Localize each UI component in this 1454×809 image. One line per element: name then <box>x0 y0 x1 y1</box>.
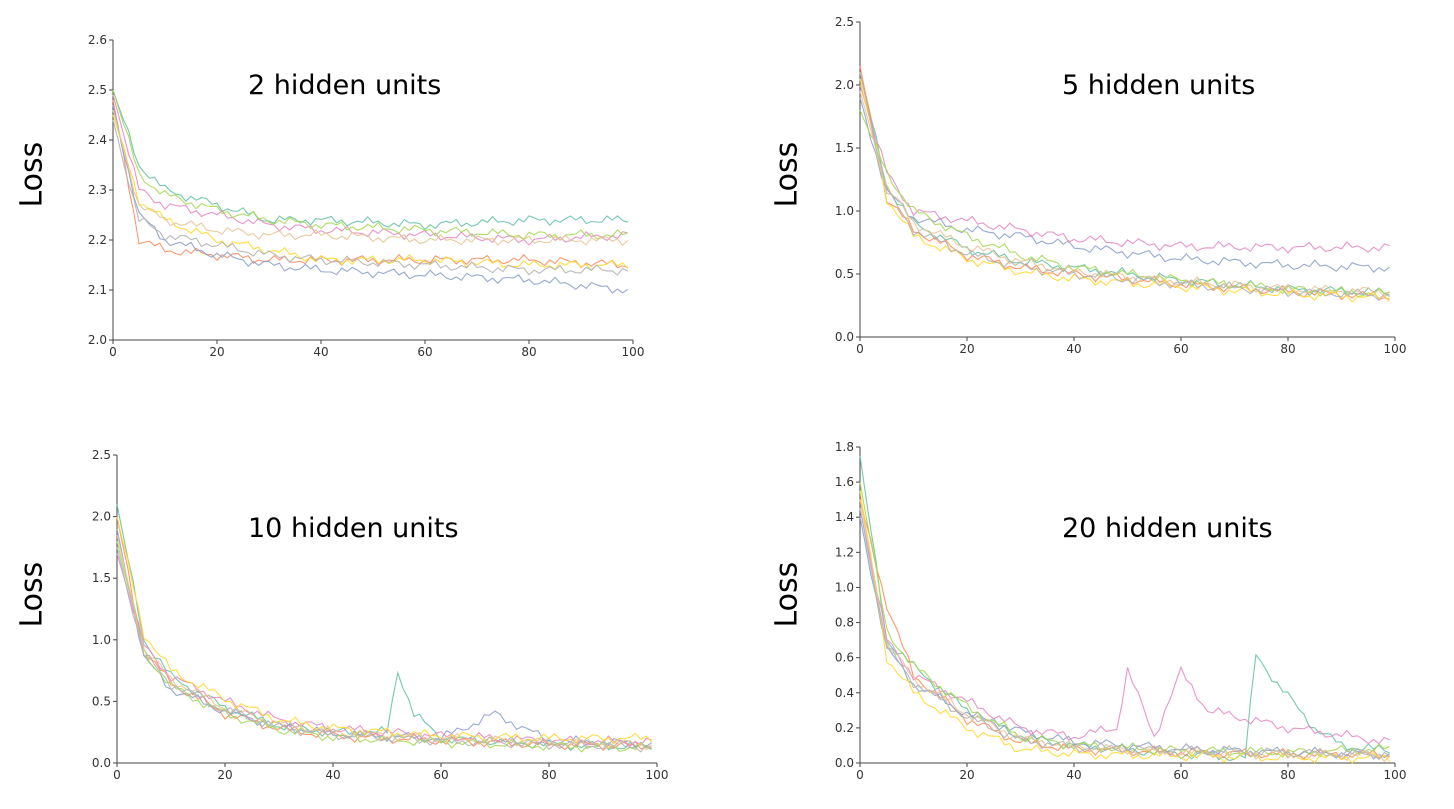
loss-curve-series-7 <box>116 534 652 751</box>
loss-curve-series-5 <box>112 89 628 242</box>
x-tick-label: 20 <box>209 345 224 359</box>
x-tick-label: 60 <box>433 768 448 782</box>
x-tick-label: 100 <box>646 768 669 782</box>
x-tick-label: 80 <box>1280 768 1295 782</box>
chart-title: 10 hidden units <box>248 513 459 544</box>
x-tick-label: 40 <box>1066 768 1081 782</box>
y-tick-label: 2.3 <box>88 183 107 197</box>
y-tick-label: 2.5 <box>88 83 107 97</box>
loss-curve-series-4 <box>859 508 1390 745</box>
y-tick-label: 1.8 <box>835 440 854 454</box>
x-tick-label: 60 <box>417 345 432 359</box>
x-tick-label: 40 <box>313 345 328 359</box>
chart-panel-5-hidden-units: Loss 5 hidden units 0.0 0.5 1.0 1.5 2.0 2.5 0 2… <box>727 0 1454 405</box>
loss-curve-series-6 <box>859 490 1391 764</box>
y-tick-label: 0.2 <box>835 721 854 735</box>
loss-curve-series-3 <box>859 97 1390 274</box>
x-tick-label: 0 <box>856 768 864 782</box>
loss-curve-series-5 <box>859 482 1390 758</box>
loss-curve-series-6 <box>112 114 629 271</box>
chart-panel-10-hidden-units: Loss 10 hidden units 0.0 0.5 1.0 1.5 2.0 2.5 0… <box>0 405 727 809</box>
y-tick-label: 1.6 <box>835 475 854 489</box>
y-tick-label: 2.0 <box>88 333 107 347</box>
loss-chart-5-hidden-units: 0.0 0.5 1.0 1.5 2.0 2.5 0 20 40 60 80 100 <box>835 15 1407 356</box>
y-tick-label: 1.0 <box>835 580 854 594</box>
loss-curve-series-2 <box>116 516 652 752</box>
y-tick-label: 0.0 <box>92 756 111 770</box>
y-tick-label: 0.5 <box>835 267 854 281</box>
loss-curve-series-8 <box>859 508 1390 761</box>
x-tick-label: 0 <box>856 342 864 356</box>
chart-title: 5 hidden units <box>1062 70 1256 101</box>
y-tick-label: 2.5 <box>835 15 854 29</box>
chart-panel-20-hidden-units: Loss 20 hidden units 0.0 0.2 0.4 0.6 0.8 1.0 1… <box>727 405 1454 809</box>
y-tick-label: 0.0 <box>835 756 854 770</box>
y-tick-label: 1.5 <box>92 571 111 585</box>
loss-curve-series-1 <box>859 72 1390 297</box>
chart-panel-2-hidden-units: Loss 2 hidden units 2.0 2.1 2.2 2.3 2.4 2.5 2.… <box>0 0 727 405</box>
y-tick-label: 1.0 <box>835 204 854 218</box>
loss-curve-series-5 <box>116 541 652 753</box>
loss-curve-series-4 <box>859 84 1390 254</box>
loss-chart-10-hidden-units: 0.0 0.5 1.0 1.5 2.0 2.5 0 20 40 60 80 100 <box>92 448 669 782</box>
loss-curve-series-3 <box>116 528 652 749</box>
y-tick-label: 1.0 <box>92 633 111 647</box>
loss-curve-series-8 <box>112 119 629 276</box>
y-tick-label: 1.5 <box>835 141 854 155</box>
x-tick-label: 40 <box>1066 342 1081 356</box>
x-tick-label: 80 <box>541 768 556 782</box>
x-tick-label: 60 <box>1173 768 1188 782</box>
y-tick-label: 0.4 <box>835 686 854 700</box>
x-tick-label: 0 <box>113 768 121 782</box>
x-tick-label: 80 <box>521 345 536 359</box>
y-tick-label: 2.0 <box>92 510 111 524</box>
loss-curve-series-1 <box>859 455 1390 762</box>
loss-curve-series-6 <box>859 78 1391 303</box>
loss-curve-series-1 <box>112 89 628 231</box>
y-tick-label: 2.4 <box>88 133 107 147</box>
x-tick-label: 0 <box>109 345 117 359</box>
y-tick-label: 1.4 <box>835 510 854 524</box>
loss-curve-series-7 <box>112 109 629 246</box>
loss-curve-series-6 <box>116 516 653 745</box>
y-tick-label: 0.0 <box>835 330 854 344</box>
y-tick-label: 2.6 <box>88 33 107 47</box>
y-tick-label: 0.6 <box>835 651 854 665</box>
x-tick-label: 100 <box>1384 768 1407 782</box>
y-tick-label: 2.2 <box>88 233 107 247</box>
loss-curve-series-3 <box>112 104 629 294</box>
loss-curve-series-7 <box>859 91 1390 298</box>
loss-curve-series-7 <box>859 499 1390 763</box>
x-tick-label: 100 <box>1384 342 1407 356</box>
y-tick-label: 2.1 <box>88 283 107 297</box>
y-tick-label: 0.5 <box>92 694 111 708</box>
loss-curve-series-8 <box>859 72 1390 302</box>
loss-curve-series-8 <box>116 547 652 753</box>
y-tick-label: 1.2 <box>835 545 854 559</box>
loss-curve-series-3 <box>859 517 1390 760</box>
y-tick-label: 2.5 <box>92 448 111 462</box>
loss-curve-series-4 <box>116 553 652 747</box>
x-tick-label: 60 <box>1173 342 1188 356</box>
loss-curve-series-4 <box>112 94 628 246</box>
loss-curve-series-5 <box>859 109 1390 298</box>
x-tick-label: 80 <box>1280 342 1295 356</box>
chart-title: 20 hidden units <box>1062 513 1273 544</box>
loss-chart-20-hidden-units: 0.0 0.2 0.4 0.6 0.8 1.0 1.2 1.4 1.6 1.8 0 20 40 60 80 1… <box>835 440 1407 782</box>
y-tick-label: 0.8 <box>835 616 854 630</box>
y-tick-label: 2.0 <box>835 78 854 92</box>
x-tick-label: 20 <box>959 768 974 782</box>
x-tick-label: 100 <box>622 345 645 359</box>
loss-chart-2-hidden-units: 2.0 2.1 2.2 2.3 2.4 2.5 2.6 0 20 40 60 80 100 <box>88 33 645 359</box>
x-tick-label: 20 <box>217 768 232 782</box>
chart-title: 2 hidden units <box>248 70 442 101</box>
loss-curve-series-1 <box>116 504 652 752</box>
loss-curve-series-2 <box>859 65 1390 301</box>
x-tick-label: 20 <box>959 342 974 356</box>
loss-curve-series-2 <box>859 499 1390 761</box>
x-tick-label: 40 <box>325 768 340 782</box>
